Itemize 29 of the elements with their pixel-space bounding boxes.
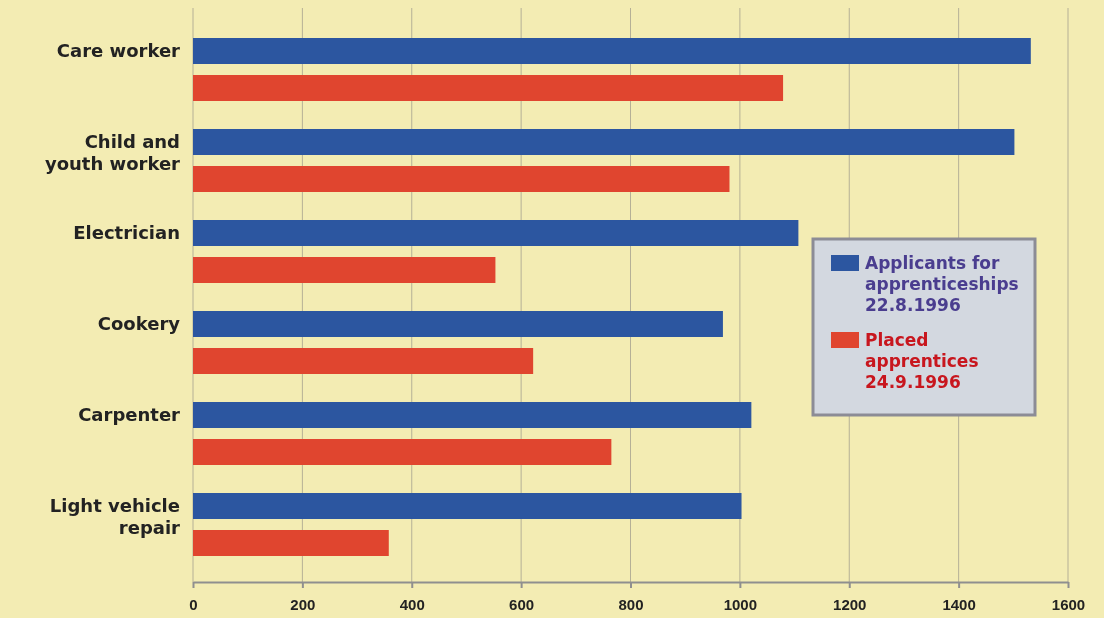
x-tick-label: 1200 [833, 595, 867, 613]
legend-label: Applicants for apprenticeships 22.8.1996 [865, 252, 1019, 315]
bar [193, 75, 784, 101]
x-tick-label: 400 [399, 595, 425, 613]
bar [193, 311, 723, 337]
bar [193, 129, 1015, 155]
y-tick-label: Light vehicle repair [49, 495, 181, 539]
x-tick-label: 1600 [1051, 595, 1086, 613]
y-tick-label: Electrician [73, 222, 180, 244]
bar [193, 348, 534, 374]
bar [193, 257, 496, 283]
y-tick-label: Child and youth worker [44, 131, 181, 175]
y-tick-label: Carpenter [78, 404, 181, 426]
bar [193, 402, 752, 428]
bar [193, 38, 1031, 64]
bar [193, 530, 389, 556]
y-tick-label: Cookery [97, 313, 181, 335]
x-tick-label: 1400 [942, 595, 976, 613]
x-tick-label: 600 [509, 595, 535, 613]
x-tick-label: 1000 [723, 595, 758, 613]
x-tick-label: 800 [618, 595, 644, 613]
legend-label: Placed apprentices 24.9.1996 [865, 329, 979, 392]
y-tick-label: Care worker [56, 40, 181, 62]
bar [193, 220, 799, 246]
bar [193, 439, 612, 465]
x-tick-label: 0 [189, 595, 198, 613]
x-tick-label: 200 [290, 595, 316, 613]
bar [193, 166, 730, 192]
bar [193, 493, 742, 519]
